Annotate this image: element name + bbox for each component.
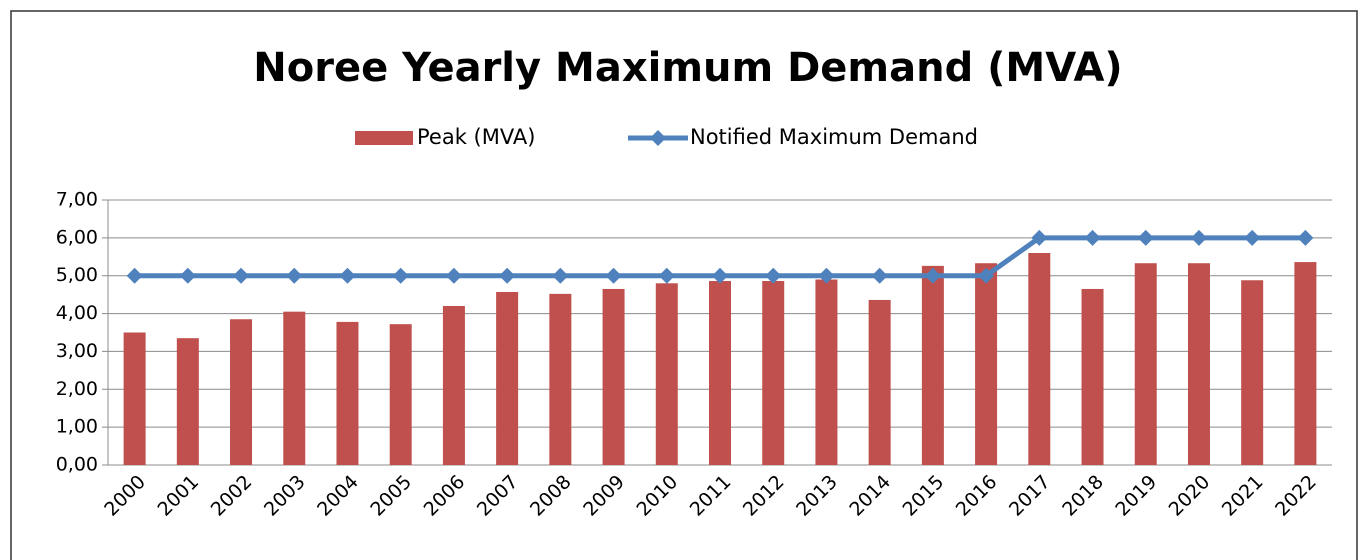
bar <box>762 281 785 465</box>
marker <box>1244 229 1261 246</box>
marker <box>765 267 782 284</box>
chart-frame <box>10 10 1358 560</box>
marker <box>286 267 303 284</box>
bar <box>1241 280 1264 465</box>
bar <box>975 263 998 465</box>
marker <box>392 267 409 284</box>
marker <box>658 267 675 284</box>
legend-label: Notified Maximum Demand <box>690 125 978 149</box>
marker <box>339 267 356 284</box>
marker <box>818 267 835 284</box>
marker <box>179 267 196 284</box>
marker <box>1031 229 1048 246</box>
marker <box>1137 229 1154 246</box>
bar <box>1134 263 1157 465</box>
bar <box>921 265 944 465</box>
marker <box>1297 229 1314 246</box>
y-tick-label: 0,00 <box>56 454 98 476</box>
marker <box>445 267 462 284</box>
bar <box>1294 262 1317 465</box>
bar <box>230 319 253 465</box>
y-tick-label: 5,00 <box>56 264 98 286</box>
bar <box>496 291 519 465</box>
bar <box>815 279 838 465</box>
marker <box>126 267 143 284</box>
bar <box>549 293 572 465</box>
marker <box>233 267 250 284</box>
bar <box>336 321 359 465</box>
marker <box>871 267 888 284</box>
bar <box>123 332 146 465</box>
y-tick-label: 3,00 <box>56 340 98 362</box>
bar <box>602 288 625 465</box>
marker <box>712 267 728 284</box>
y-tick-label: 2,00 <box>56 378 98 400</box>
bar <box>709 281 731 465</box>
bar <box>389 324 412 465</box>
marker <box>499 267 516 284</box>
legend-label: Peak (MVA) <box>417 125 535 149</box>
legend-marker <box>650 130 666 146</box>
y-tick-label: 4,00 <box>56 302 98 324</box>
bar <box>283 311 306 465</box>
chart-title: Noree Yearly Maximum Demand (MVA) <box>253 45 1122 91</box>
bar <box>1028 253 1051 465</box>
bar <box>442 306 465 465</box>
bar <box>655 283 678 465</box>
marker <box>605 267 622 284</box>
marker <box>978 267 995 284</box>
marker <box>552 267 569 284</box>
bar <box>1187 263 1210 465</box>
y-tick-label: 7,00 <box>56 189 98 211</box>
bar <box>1081 288 1104 465</box>
y-tick-label: 1,00 <box>56 416 98 438</box>
marker <box>1084 229 1101 246</box>
marker <box>1190 229 1207 246</box>
marker <box>924 267 941 284</box>
bar <box>176 338 199 465</box>
bar <box>868 299 891 465</box>
y-tick-label: 6,00 <box>56 226 98 248</box>
legend-swatch <box>355 131 413 145</box>
